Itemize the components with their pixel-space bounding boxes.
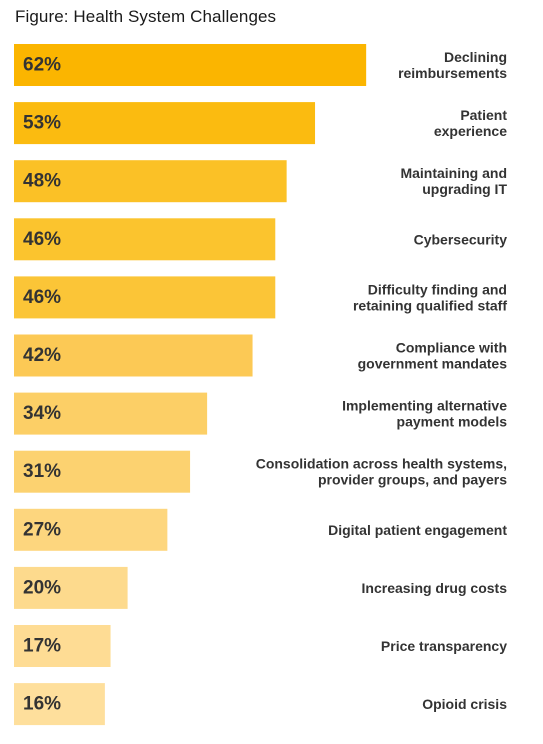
bar xyxy=(14,334,253,377)
category-label: Difficulty finding and retaining qualifie… xyxy=(353,281,507,313)
category-label: Implementing alternative payment models xyxy=(342,398,507,430)
category-label: Digital patient engagement xyxy=(328,522,507,538)
bar-value-label: 42% xyxy=(23,345,61,366)
category-label: Opioid crisis xyxy=(422,696,507,712)
bar xyxy=(14,683,105,726)
bar-value-label: 48% xyxy=(23,171,61,192)
category-label: Price transparency xyxy=(381,638,507,654)
bar xyxy=(14,450,191,493)
bar-value-label: 62% xyxy=(23,55,61,76)
bar-value-label: 27% xyxy=(23,519,61,540)
category-label: Patient experience xyxy=(434,107,507,139)
bar xyxy=(14,508,168,551)
bar-value-label: 31% xyxy=(23,461,61,482)
category-label: Consolidation across health systems, prov… xyxy=(256,456,507,488)
bar xyxy=(14,276,276,319)
bar-value-label: 53% xyxy=(23,113,61,134)
bar xyxy=(14,44,367,86)
bar-value-label: 46% xyxy=(23,287,61,308)
chart-title: Figure: Health System Challenges xyxy=(15,7,277,26)
category-label: Compliance with government mandates xyxy=(358,340,508,372)
bar-value-label: 16% xyxy=(23,694,61,715)
bar xyxy=(14,102,316,145)
bar-value-label: 20% xyxy=(23,577,61,598)
bar-value-label: 34% xyxy=(23,403,61,424)
category-label: Maintaining and upgrading IT xyxy=(400,165,507,197)
bar xyxy=(14,392,208,435)
bar xyxy=(14,218,276,261)
bar xyxy=(14,625,111,667)
bar-value-label: 46% xyxy=(23,229,61,250)
bar-value-label: 17% xyxy=(23,636,61,657)
bar xyxy=(14,160,287,203)
category-label: Declining reimbursements xyxy=(398,49,507,81)
category-label: Cybersecurity xyxy=(414,231,508,247)
category-label: Increasing drug costs xyxy=(362,580,508,596)
bar xyxy=(14,566,128,609)
